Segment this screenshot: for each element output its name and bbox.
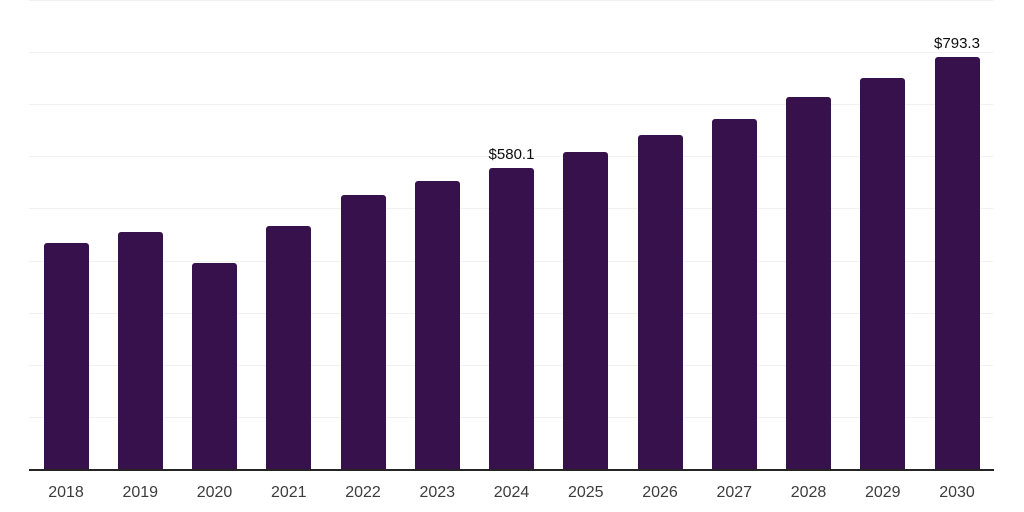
bar-2022 <box>340 195 386 470</box>
x-tick-2030: 2030 <box>939 484 975 501</box>
bar-2023 <box>414 181 460 470</box>
x-axis-line <box>29 469 994 471</box>
bar-2026 <box>637 135 683 470</box>
gridline <box>29 104 993 106</box>
bar-2027 <box>711 118 757 470</box>
bar-value-label-2024: $580.1 <box>488 145 535 163</box>
bar-2025 <box>563 152 609 470</box>
x-tick-2024: 2024 <box>493 484 530 501</box>
x-tick-2020: 2020 <box>196 484 233 501</box>
x-tick-2019: 2019 <box>122 484 159 501</box>
bar-2020 <box>192 263 237 470</box>
bar-2018 <box>43 243 89 470</box>
bar-2028 <box>786 97 831 470</box>
gridline <box>29 0 993 1</box>
bar-2030 <box>934 56 980 470</box>
x-tick-2023: 2023 <box>419 484 456 501</box>
x-tick-2026: 2026 <box>642 484 678 501</box>
bar-2019 <box>117 232 163 470</box>
x-tick-2025: 2025 <box>567 484 604 501</box>
gridline <box>29 52 993 54</box>
x-tick-2022: 2022 <box>345 484 381 501</box>
gridline <box>29 156 993 158</box>
x-tick-2029: 2029 <box>864 484 901 501</box>
x-tick-2018: 2018 <box>48 484 84 501</box>
x-tick-2028: 2028 <box>790 484 827 501</box>
bar-value-label-2030: $793.3 <box>934 34 980 52</box>
bar-2029 <box>860 77 906 470</box>
x-tick-2021: 2021 <box>270 484 307 501</box>
bar-2024 <box>489 167 534 470</box>
bar-2021 <box>266 225 312 470</box>
x-tick-2027: 2027 <box>716 484 753 501</box>
